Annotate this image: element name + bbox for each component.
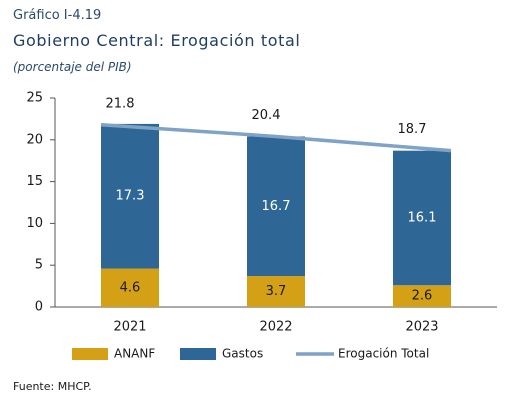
data-label-total: 21.8	[106, 96, 135, 111]
data-label-gastos: 17.3	[116, 189, 145, 204]
legend-label-total: Erogación Total	[338, 347, 429, 361]
x-tick-label: 2021	[113, 320, 146, 335]
x-tick-label: 2023	[405, 320, 438, 335]
data-label-gastos: 16.7	[262, 199, 291, 214]
data-label-total: 18.7	[398, 122, 427, 137]
legend-swatch-ananf	[72, 348, 108, 360]
data-label-ananf: 4.6	[120, 280, 141, 295]
bar-gastos	[101, 123, 159, 269]
chart-kicker: Gráfico I-4.19	[13, 8, 102, 23]
legend-label-ananf: ANANF	[114, 347, 155, 361]
x-tick-label: 2022	[259, 320, 292, 335]
bar-gastos	[247, 136, 305, 277]
legend-label-gastos: Gastos	[222, 347, 263, 361]
y-tick-label: 20	[26, 132, 43, 147]
line-erogacion-total	[100, 123, 452, 153]
source-note: Fuente: MHCP.	[13, 380, 92, 393]
chart-subtitle: (porcentaje del PIB)	[13, 60, 132, 74]
y-tick-label: 25	[26, 91, 43, 106]
y-tick-label: 0	[35, 300, 43, 315]
chart-title: Gobierno Central: Erogación total	[13, 31, 301, 50]
data-label-gastos: 16.1	[408, 210, 437, 225]
data-label-ananf: 3.7	[266, 284, 287, 299]
legend-swatch-gastos	[180, 348, 216, 360]
data-label-total: 20.4	[252, 108, 281, 123]
data-label-ananf: 2.6	[412, 289, 433, 304]
y-tick-label: 10	[26, 216, 43, 231]
y-tick-label: 5	[35, 258, 43, 273]
bar-ananf	[393, 285, 451, 307]
y-tick-label: 15	[26, 174, 43, 189]
bar-ananf	[101, 268, 159, 307]
bar-ananf	[247, 276, 305, 307]
bar-gastos	[393, 150, 451, 286]
